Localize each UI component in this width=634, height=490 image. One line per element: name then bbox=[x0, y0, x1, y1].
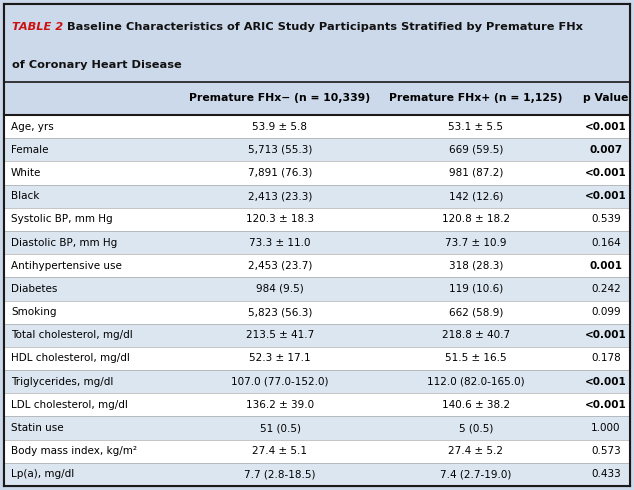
Text: 0.001: 0.001 bbox=[590, 261, 623, 270]
Text: Smoking: Smoking bbox=[11, 307, 56, 317]
Bar bbox=[4, 324, 630, 347]
Bar bbox=[4, 440, 630, 463]
Text: Diabetes: Diabetes bbox=[11, 284, 57, 294]
Text: 27.4 ± 5.2: 27.4 ± 5.2 bbox=[448, 446, 503, 456]
Text: 120.3 ± 18.3: 120.3 ± 18.3 bbox=[246, 214, 314, 224]
Text: 662 (58.9): 662 (58.9) bbox=[449, 307, 503, 317]
Text: 73.7 ± 10.9: 73.7 ± 10.9 bbox=[445, 238, 507, 247]
Text: 7,891 (76.3): 7,891 (76.3) bbox=[248, 168, 312, 178]
Text: 53.1 ± 5.5: 53.1 ± 5.5 bbox=[448, 122, 503, 132]
Bar bbox=[4, 4, 630, 82]
Text: Premature FHx− (n = 10,339): Premature FHx− (n = 10,339) bbox=[190, 94, 370, 103]
Text: Statin use: Statin use bbox=[11, 423, 63, 433]
Bar bbox=[4, 115, 630, 138]
Text: 136.2 ± 39.0: 136.2 ± 39.0 bbox=[246, 400, 314, 410]
Text: <0.001: <0.001 bbox=[585, 122, 627, 132]
Text: 52.3 ± 17.1: 52.3 ± 17.1 bbox=[249, 353, 311, 364]
Text: Baseline Characteristics of ARIC Study Participants Stratified by Premature FHx: Baseline Characteristics of ARIC Study P… bbox=[67, 23, 583, 32]
Bar bbox=[4, 347, 630, 370]
Text: 51 (0.5): 51 (0.5) bbox=[259, 423, 301, 433]
Text: Body mass index, kg/m²: Body mass index, kg/m² bbox=[11, 446, 137, 456]
Text: Triglycerides, mg/dl: Triglycerides, mg/dl bbox=[11, 377, 113, 387]
Text: Diastolic BP, mm Hg: Diastolic BP, mm Hg bbox=[11, 238, 117, 247]
Text: 0.573: 0.573 bbox=[591, 446, 621, 456]
Text: TABLE 2: TABLE 2 bbox=[12, 23, 63, 32]
Text: Total cholesterol, mg/dl: Total cholesterol, mg/dl bbox=[11, 330, 133, 340]
Text: 669 (59.5): 669 (59.5) bbox=[449, 145, 503, 155]
Bar bbox=[4, 231, 630, 254]
Text: 5,713 (55.3): 5,713 (55.3) bbox=[248, 145, 312, 155]
Bar bbox=[4, 254, 630, 277]
Text: White: White bbox=[11, 168, 41, 178]
Bar bbox=[4, 138, 630, 161]
Text: <0.001: <0.001 bbox=[585, 330, 627, 340]
Text: 218.8 ± 40.7: 218.8 ± 40.7 bbox=[442, 330, 510, 340]
Text: 0.099: 0.099 bbox=[591, 307, 621, 317]
Bar bbox=[4, 416, 630, 440]
Text: 0.178: 0.178 bbox=[591, 353, 621, 364]
Bar bbox=[4, 463, 630, 486]
Text: 107.0 (77.0-152.0): 107.0 (77.0-152.0) bbox=[231, 377, 329, 387]
Bar bbox=[4, 208, 630, 231]
Text: 2,413 (23.3): 2,413 (23.3) bbox=[248, 191, 312, 201]
Text: 5,823 (56.3): 5,823 (56.3) bbox=[248, 307, 312, 317]
Text: 51.5 ± 16.5: 51.5 ± 16.5 bbox=[445, 353, 507, 364]
Text: Systolic BP, mm Hg: Systolic BP, mm Hg bbox=[11, 214, 113, 224]
Text: 2,453 (23.7): 2,453 (23.7) bbox=[248, 261, 312, 270]
Text: <0.001: <0.001 bbox=[585, 191, 627, 201]
Text: Age, yrs: Age, yrs bbox=[11, 122, 54, 132]
Text: Lp(a), mg/dl: Lp(a), mg/dl bbox=[11, 469, 74, 479]
Text: 0.164: 0.164 bbox=[591, 238, 621, 247]
Text: Black: Black bbox=[11, 191, 39, 201]
Text: 0.433: 0.433 bbox=[591, 469, 621, 479]
Bar bbox=[4, 370, 630, 393]
Bar bbox=[4, 300, 630, 324]
Text: 7.4 (2.7-19.0): 7.4 (2.7-19.0) bbox=[440, 469, 512, 479]
Text: Antihypertensive use: Antihypertensive use bbox=[11, 261, 122, 270]
Text: 7.7 (2.8-18.5): 7.7 (2.8-18.5) bbox=[244, 469, 316, 479]
Text: 53.9 ± 5.8: 53.9 ± 5.8 bbox=[252, 122, 307, 132]
Text: Female: Female bbox=[11, 145, 48, 155]
Bar bbox=[4, 277, 630, 300]
Text: 984 (9.5): 984 (9.5) bbox=[256, 284, 304, 294]
Text: Premature FHx+ (n = 1,125): Premature FHx+ (n = 1,125) bbox=[389, 94, 563, 103]
Text: 0.242: 0.242 bbox=[591, 284, 621, 294]
Text: 0.007: 0.007 bbox=[590, 145, 623, 155]
Text: 119 (10.6): 119 (10.6) bbox=[449, 284, 503, 294]
Text: 318 (28.3): 318 (28.3) bbox=[449, 261, 503, 270]
Text: 0.539: 0.539 bbox=[591, 214, 621, 224]
Text: HDL cholesterol, mg/dl: HDL cholesterol, mg/dl bbox=[11, 353, 130, 364]
Text: 73.3 ± 11.0: 73.3 ± 11.0 bbox=[249, 238, 311, 247]
Bar bbox=[4, 161, 630, 185]
Text: <0.001: <0.001 bbox=[585, 168, 627, 178]
Text: 142 (12.6): 142 (12.6) bbox=[449, 191, 503, 201]
Bar bbox=[4, 82, 630, 115]
Text: of Coronary Heart Disease: of Coronary Heart Disease bbox=[12, 60, 182, 70]
Text: 140.6 ± 38.2: 140.6 ± 38.2 bbox=[442, 400, 510, 410]
Text: 27.4 ± 5.1: 27.4 ± 5.1 bbox=[252, 446, 307, 456]
Bar bbox=[4, 185, 630, 208]
Text: LDL cholesterol, mg/dl: LDL cholesterol, mg/dl bbox=[11, 400, 128, 410]
Text: p Value: p Value bbox=[583, 94, 629, 103]
Text: <0.001: <0.001 bbox=[585, 400, 627, 410]
Text: 981 (87.2): 981 (87.2) bbox=[449, 168, 503, 178]
Text: 1.000: 1.000 bbox=[592, 423, 621, 433]
Text: <0.001: <0.001 bbox=[585, 377, 627, 387]
Bar bbox=[4, 393, 630, 416]
Text: 120.8 ± 18.2: 120.8 ± 18.2 bbox=[442, 214, 510, 224]
Text: 5 (0.5): 5 (0.5) bbox=[459, 423, 493, 433]
Text: 213.5 ± 41.7: 213.5 ± 41.7 bbox=[246, 330, 314, 340]
Text: 112.0 (82.0-165.0): 112.0 (82.0-165.0) bbox=[427, 377, 525, 387]
